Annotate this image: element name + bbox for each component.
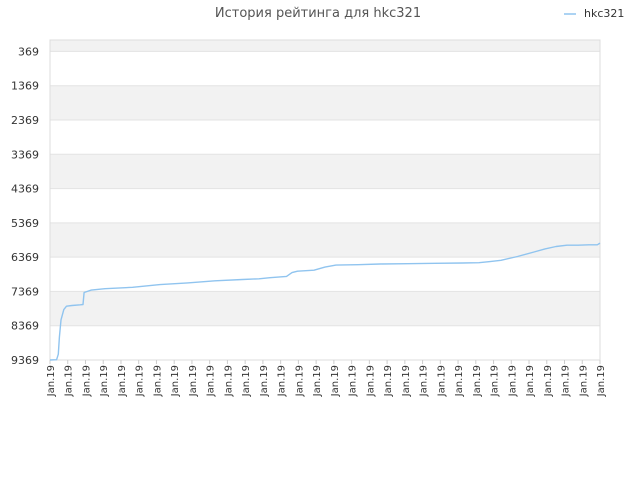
x-tick-label: Jan.19 (383, 365, 394, 397)
x-tick-label: Jan.19 (46, 365, 57, 397)
x-tick-label: Jan.19 (419, 365, 430, 397)
x-tick-label: Jan.19 (223, 365, 234, 397)
series-line-hkc321 (49, 242, 601, 361)
y-tick-label: 3369 (11, 148, 39, 161)
x-tick-label: Jan.19 (64, 365, 75, 397)
y-tick-label: 6369 (11, 251, 39, 264)
x-tick-label: Jan.19 (152, 365, 163, 397)
y-tick-label: 7369 (11, 285, 39, 298)
x-tick-label: Jan.19 (454, 365, 465, 397)
background-band (50, 40, 600, 52)
x-tick-label: Jan.19 (507, 365, 518, 397)
x-tick-label: Jan.19 (525, 365, 536, 397)
x-tick-label: Jan.19 (99, 365, 110, 397)
x-tick-label: Jan.19 (543, 365, 554, 397)
x-tick-label: Jan.19 (365, 365, 376, 397)
legend[interactable]: hkc321 (564, 7, 624, 20)
x-axis-ticks: Jan.19 Jan.19 Jan.19 Jan.19 Jan.19 Jan.19 Jan.… (46, 360, 607, 397)
background-band (50, 222, 600, 258)
x-tick-label: Jan.19 (206, 365, 217, 397)
background-band (50, 85, 600, 120)
background-band (50, 291, 600, 326)
x-tick-label: Jan.19 (170, 365, 181, 397)
plot-background-bands (50, 40, 600, 360)
legend-label-hkc321: hkc321 (584, 7, 624, 20)
background-band (50, 51, 600, 86)
x-tick-label: Jan.19 (81, 365, 92, 397)
x-tick-label: Jan.19 (135, 365, 146, 397)
y-tick-label: 9369 (11, 354, 39, 367)
x-tick-label: Jan.19 (596, 365, 607, 397)
x-tick-label: Jan.19 (490, 365, 501, 397)
y-tick-label: 8369 (11, 320, 39, 333)
x-tick-label: Jan.19 (277, 365, 288, 397)
x-tick-label: Jan.19 (401, 365, 412, 397)
series-layer (49, 242, 601, 361)
x-tick-label: Jan.19 (294, 365, 305, 397)
x-tick-label: Jan.19 (348, 365, 359, 397)
y-tick-label: 5369 (11, 217, 39, 230)
background-band (50, 257, 600, 292)
background-band (50, 154, 600, 189)
background-band (50, 188, 600, 223)
x-tick-label: Jan.19 (259, 365, 270, 397)
x-tick-label: Jan.19 (436, 365, 447, 397)
x-tick-label: Jan.19 (241, 365, 252, 397)
x-tick-label: Jan.19 (561, 365, 572, 397)
x-tick-label: Jan.19 (578, 365, 589, 397)
y-tick-label: 369 (18, 45, 39, 58)
x-tick-label: Jan.19 (330, 365, 341, 397)
x-tick-label: Jan.19 (472, 365, 483, 397)
y-axis-ticks: 369 1369 2369 3369 4369 5369 6369 7369 8369 9369 (11, 45, 39, 367)
background-band (50, 119, 600, 155)
y-tick-label: 4369 (11, 183, 39, 196)
background-band (50, 325, 600, 360)
plot-frame (49, 39, 601, 361)
y-tick-label: 1369 (11, 80, 39, 93)
x-tick-label: Jan.19 (312, 365, 323, 397)
x-tick-label: Jan.19 (188, 365, 199, 397)
y-tick-label: 2369 (11, 114, 39, 127)
chart-title: История рейтинга для hkc321 (215, 6, 421, 21)
x-tick-label: Jan.19 (117, 365, 128, 397)
